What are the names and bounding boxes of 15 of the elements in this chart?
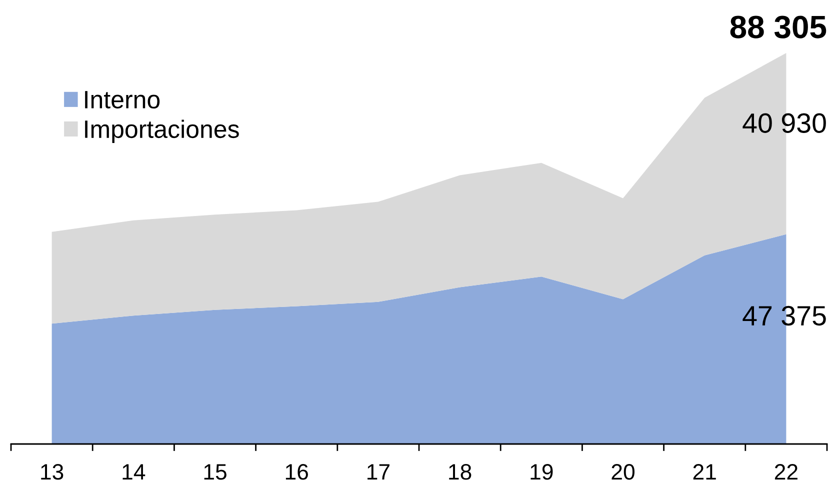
- legend-label: Interno: [85, 91, 160, 109]
- x-tick-label: 22: [774, 464, 798, 480]
- x-tick-label: 21: [693, 464, 716, 480]
- x-tick-label: 20: [612, 464, 634, 480]
- x-tick-label: 15: [204, 464, 226, 480]
- total-label: 88 305: [730, 16, 826, 38]
- data-label: 40 930: [742, 113, 826, 133]
- x-tick-label: 13: [41, 464, 64, 480]
- x-tick-label: 19: [530, 464, 553, 480]
- data-label: 47 375: [742, 306, 826, 326]
- x-tick-label: 18: [449, 464, 472, 480]
- x-tick-label: 14: [122, 464, 146, 480]
- x-tick-label: 17: [368, 464, 390, 480]
- legend-label: Importaciones: [85, 120, 239, 144]
- x-tick-label: 16: [286, 464, 308, 480]
